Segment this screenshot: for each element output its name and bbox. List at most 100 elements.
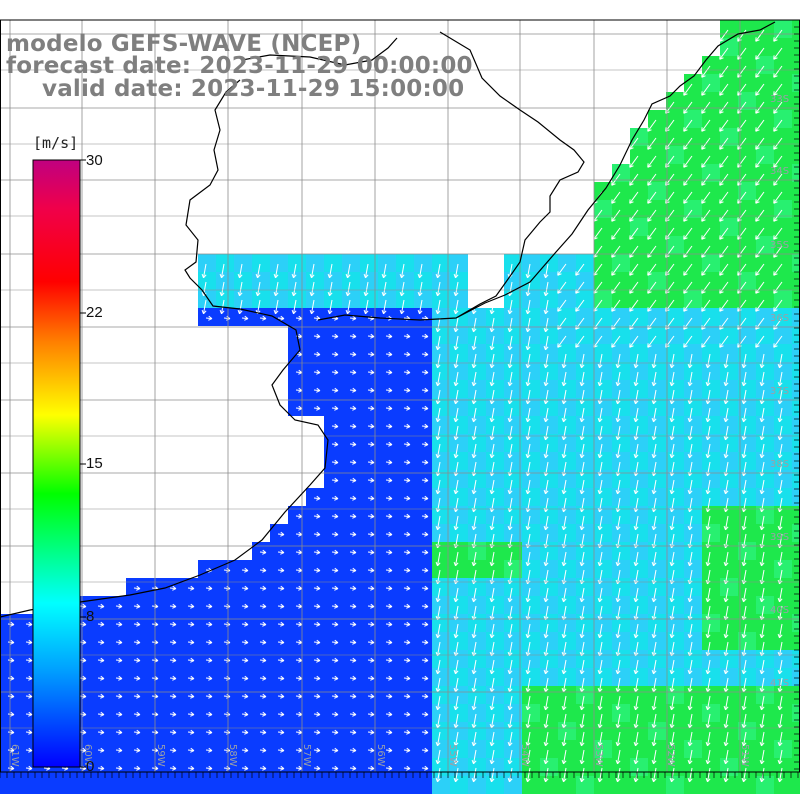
wind-speed-cell	[414, 668, 432, 686]
wind-speed-cell	[756, 110, 774, 128]
wind-speed-cell	[378, 452, 396, 470]
wind-arrow	[385, 495, 393, 501]
wind-speed-cell	[360, 614, 378, 632]
wind-arrow	[633, 425, 639, 441]
wind-speed-cell	[432, 578, 450, 596]
wind-speed-cell	[648, 668, 666, 686]
wind-speed-cell	[522, 308, 540, 326]
wind-speed-cell	[216, 560, 234, 578]
wind-arrow	[543, 407, 549, 423]
wind-speed-cell	[324, 416, 342, 434]
wind-arrow	[385, 531, 393, 537]
wind-speed-cell	[234, 650, 252, 668]
colorbar-tick-label: 15	[86, 455, 103, 472]
wind-speed-cell	[738, 182, 756, 200]
wind-speed-cell	[396, 650, 414, 668]
wind-speed-cell	[666, 164, 684, 182]
wind-arrow	[719, 29, 729, 42]
wind-speed-cell	[414, 740, 432, 758]
wind-arrow	[741, 731, 747, 747]
wind-arrow	[579, 443, 585, 459]
latitude-label: 33S	[770, 94, 789, 105]
wind-arrow	[331, 513, 339, 519]
wind-speed-cell	[756, 200, 774, 218]
wind-arrow	[615, 479, 621, 495]
wind-speed-cell	[756, 722, 774, 740]
wind-speed-cell	[648, 128, 666, 146]
wind-speed-cell	[288, 740, 306, 758]
wind-arrow	[385, 351, 393, 357]
wind-arrow	[421, 711, 429, 717]
wind-speed-cell	[306, 740, 324, 758]
wind-speed-cell	[576, 290, 594, 308]
wind-arrow	[367, 387, 375, 393]
wind-speed-cell	[702, 200, 720, 218]
wind-arrow	[471, 587, 477, 603]
wind-speed-cell	[342, 344, 360, 362]
wind-speed-cell	[774, 56, 792, 74]
wind-arrow	[669, 695, 675, 711]
wind-speed-cell	[486, 704, 504, 722]
wind-speed-cell	[414, 380, 432, 398]
wind-speed-cell	[756, 128, 774, 146]
wind-speed-cell	[252, 596, 270, 614]
wind-speed-cell	[324, 722, 342, 740]
wind-arrow	[525, 731, 531, 747]
wind-arrow	[701, 335, 711, 348]
wind-arrow	[741, 623, 747, 639]
wind-arrow	[705, 695, 711, 711]
wind-arrow	[561, 713, 567, 729]
wind-speed-cell	[450, 596, 468, 614]
wind-speed-cell	[0, 776, 18, 794]
wind-arrow	[363, 299, 369, 315]
wind-arrow	[543, 335, 549, 351]
wind-arrow	[295, 369, 303, 375]
wind-speed-cell	[666, 596, 684, 614]
wind-arrow	[615, 443, 621, 459]
wind-speed-cell	[18, 614, 36, 632]
wind-speed-cell	[612, 398, 630, 416]
wind-arrow	[741, 749, 747, 765]
wind-arrow	[507, 623, 513, 639]
wind-speed-cell	[342, 254, 360, 272]
wind-arrow	[471, 515, 477, 531]
wind-arrow	[507, 677, 513, 693]
wind-speed-cell	[270, 704, 288, 722]
wind-arrow	[367, 729, 375, 735]
wind-arrow	[367, 603, 375, 609]
wind-speed-cell	[756, 236, 774, 254]
wind-arrow	[651, 515, 657, 531]
wind-arrow	[201, 299, 207, 315]
wind-speed-cell	[594, 632, 612, 650]
wind-arrow	[349, 333, 357, 339]
wind-speed-cell	[522, 380, 540, 398]
wind-speed-cell	[540, 506, 558, 524]
wind-speed-cell	[720, 362, 738, 380]
wind-speed-cell	[144, 632, 162, 650]
wind-speed-cell	[486, 308, 504, 326]
wind-speed-cell	[756, 326, 774, 344]
wind-speed-cell	[630, 434, 648, 452]
wind-arrow	[633, 443, 639, 459]
wind-arrow	[579, 551, 585, 567]
wind-speed-cell	[720, 740, 738, 758]
wind-speed-cell	[612, 236, 630, 254]
wind-arrow	[755, 227, 765, 240]
wind-arrow	[403, 369, 411, 375]
wind-speed-cell	[288, 722, 306, 740]
wind-arrow	[773, 83, 783, 96]
wind-speed-cell	[720, 110, 738, 128]
wind-arrow	[169, 603, 177, 609]
wind-arrow	[755, 191, 765, 204]
wind-arrow	[719, 335, 729, 348]
wind-speed-cell	[486, 434, 504, 452]
wind-speed-cell	[756, 362, 774, 380]
wind-speed-cell	[684, 74, 702, 92]
wind-arrow	[169, 693, 177, 699]
wind-speed-cell	[756, 182, 774, 200]
wind-speed-cell	[774, 506, 792, 524]
wind-speed-cell	[324, 452, 342, 470]
wind-arrow	[543, 713, 549, 729]
wind-speed-cell	[396, 686, 414, 704]
wind-speed-cell	[684, 542, 702, 560]
